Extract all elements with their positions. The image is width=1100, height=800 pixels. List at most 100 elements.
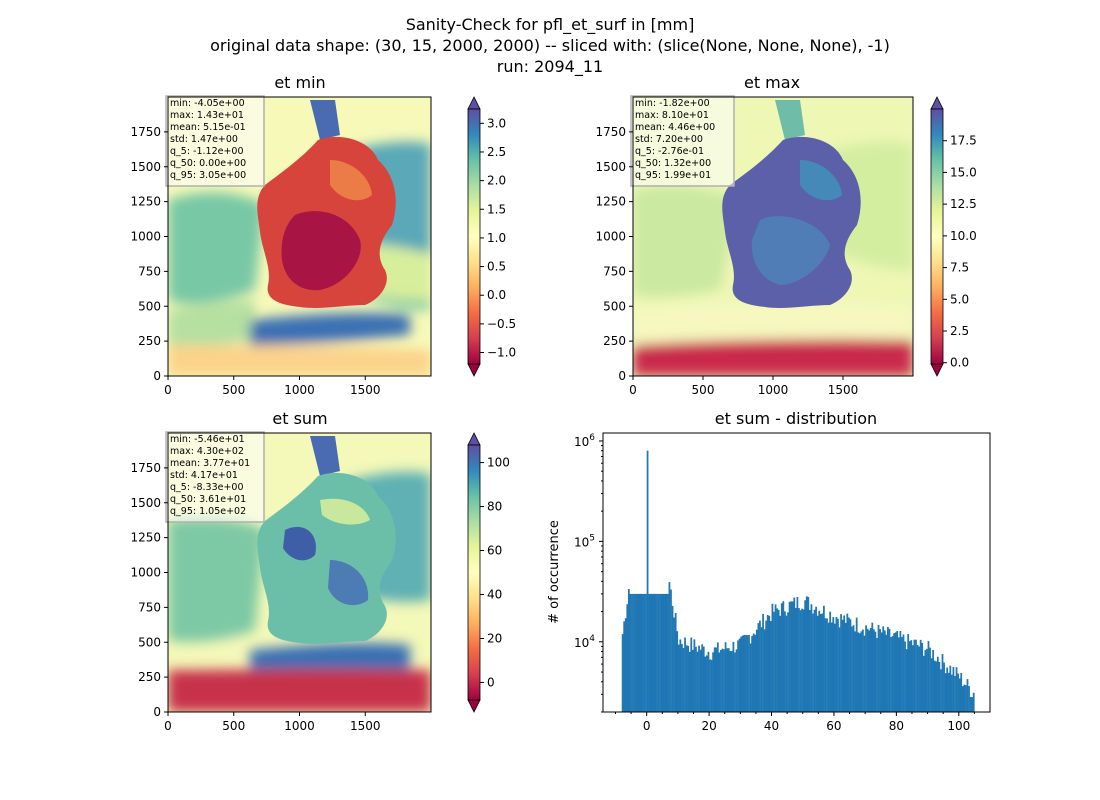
histogram-bar bbox=[907, 634, 910, 712]
histogram-bar bbox=[936, 656, 939, 712]
y-tick-label: 500 bbox=[138, 299, 161, 313]
histogram-bar bbox=[897, 637, 900, 712]
histogram-bar bbox=[935, 661, 938, 712]
histogram-bar bbox=[746, 635, 749, 712]
histogram-bar bbox=[899, 630, 902, 712]
histogram-bar bbox=[858, 633, 861, 712]
histogram-bar bbox=[660, 593, 663, 712]
histogram-bar bbox=[721, 648, 724, 712]
histogram-bar bbox=[872, 629, 875, 712]
histogram-bar bbox=[745, 635, 747, 712]
histogram-bar bbox=[877, 624, 880, 712]
histogram-bar bbox=[790, 601, 793, 712]
histogram-bar bbox=[624, 618, 627, 712]
colorbar-gradient bbox=[930, 108, 944, 365]
colorbar-gradient bbox=[467, 444, 481, 701]
y-tick-label: 1000 bbox=[130, 230, 161, 244]
histogram-bar bbox=[642, 593, 644, 712]
histogram-bar bbox=[698, 645, 700, 712]
y-tick-label: 1750 bbox=[595, 125, 626, 139]
histogram-bar bbox=[757, 623, 760, 712]
stat-line: q_5: -2.76e-01 bbox=[635, 146, 704, 157]
y-axis-label: # of occurrence bbox=[547, 520, 562, 624]
colorbar-tick-label: 12.5 bbox=[950, 197, 977, 211]
colorbar-tick-label: 100 bbox=[487, 456, 510, 470]
colorbar-gradient bbox=[467, 108, 481, 365]
histogram-bar bbox=[854, 631, 856, 712]
colorbar-tick-label: 2.5 bbox=[487, 145, 506, 159]
histogram-bar bbox=[941, 654, 944, 712]
histogram-bar bbox=[760, 627, 763, 712]
y-axis: 104 105 106 bbox=[574, 433, 603, 713]
histogram-bar bbox=[855, 617, 858, 712]
histogram-bar bbox=[645, 593, 647, 712]
histogram-bar bbox=[634, 593, 636, 712]
histogram-bar bbox=[824, 618, 827, 712]
histogram-bar bbox=[791, 601, 794, 712]
histogram-bar bbox=[805, 596, 808, 712]
histogram-bar bbox=[890, 637, 892, 712]
x-tick-label: 80 bbox=[889, 719, 904, 733]
x-tick-label: 1000 bbox=[284, 719, 315, 733]
colorbar-tick-label: −1.0 bbox=[487, 346, 516, 360]
histogram-bar bbox=[826, 618, 828, 712]
histogram-bar bbox=[924, 650, 927, 712]
colorbar-tick-label: 17.5 bbox=[950, 134, 977, 148]
histogram-bar bbox=[782, 601, 785, 712]
colorbar-tick-label: 20 bbox=[487, 631, 502, 645]
histogram-bar bbox=[627, 589, 630, 712]
colorbar-extend-min bbox=[467, 699, 481, 713]
heatmap-image bbox=[168, 97, 431, 376]
histogram-bar bbox=[715, 647, 718, 712]
histogram-bar bbox=[915, 639, 917, 712]
axes-frame bbox=[602, 432, 991, 713]
histogram-bar bbox=[701, 644, 704, 712]
y-axis: 0 250 500 750 1000 1250 1500 1750 bbox=[130, 461, 168, 719]
histogram-bar bbox=[690, 637, 693, 712]
suptitle-line-3: run: 2094_11 bbox=[497, 57, 603, 77]
histogram-bar bbox=[684, 637, 686, 712]
histogram-bar bbox=[821, 613, 824, 712]
histogram-bar bbox=[949, 665, 952, 712]
histogram-bar bbox=[950, 674, 953, 712]
panel-et-sum: et sum min: -5.46e+01 max: 4.30e+02 mean… bbox=[130, 409, 509, 733]
stat-line: q_50: 3.61e+01 bbox=[170, 494, 246, 505]
y-tick-label: 1500 bbox=[595, 160, 626, 174]
histogram-bar bbox=[695, 646, 697, 712]
colorbar-tick-label: 0.5 bbox=[487, 260, 506, 274]
histogram-bar bbox=[631, 593, 633, 712]
y-tick-label: 1250 bbox=[595, 195, 626, 209]
histogram-bar bbox=[810, 604, 813, 712]
stat-line: std: 7.20e+00 bbox=[635, 134, 703, 145]
colorbar: −1.0 −0.5 0.0 0.5 1.0 1.5 2.0 2.5 3.0 bbox=[467, 96, 516, 377]
colorbar-extend-max bbox=[467, 432, 481, 446]
histogram-bar bbox=[904, 641, 906, 712]
histogram-bar bbox=[656, 593, 658, 712]
histogram-bar bbox=[649, 593, 652, 712]
histogram-bar bbox=[887, 627, 889, 712]
histogram-bar bbox=[866, 628, 869, 712]
histogram-bar bbox=[926, 648, 928, 712]
colorbar-extend-min bbox=[930, 363, 944, 377]
histogram-bar bbox=[702, 646, 705, 712]
histogram-bar bbox=[755, 629, 758, 712]
histogram-bar bbox=[916, 644, 919, 712]
y-tick-label: 750 bbox=[138, 600, 161, 614]
histogram-bar bbox=[671, 605, 674, 712]
colorbar-tick-label: 0.0 bbox=[487, 288, 506, 302]
histogram-bar bbox=[812, 613, 814, 712]
histogram-bar bbox=[835, 617, 838, 712]
y-tick-label: 1500 bbox=[130, 160, 161, 174]
panel-et-max: et max min: -1.82e+00 max: 8.10e+01 mean… bbox=[595, 73, 976, 397]
panel-title: et sum bbox=[272, 409, 327, 428]
histogram-bar bbox=[911, 645, 914, 712]
panel-et-sum-distribution: et sum - distribution 0 20 40 60 80 100 10410… bbox=[547, 409, 991, 733]
histogram-bar bbox=[958, 678, 961, 712]
y-tick-label: 0 bbox=[153, 369, 161, 383]
histogram-bar bbox=[798, 608, 800, 712]
histogram-bar bbox=[776, 608, 778, 712]
histogram-bar bbox=[780, 603, 783, 712]
colorbar: 0.0 2.5 5.0 7.5 10.0 12.5 15.0 17.5 bbox=[930, 96, 977, 377]
x-tick-label: 1500 bbox=[350, 719, 381, 733]
